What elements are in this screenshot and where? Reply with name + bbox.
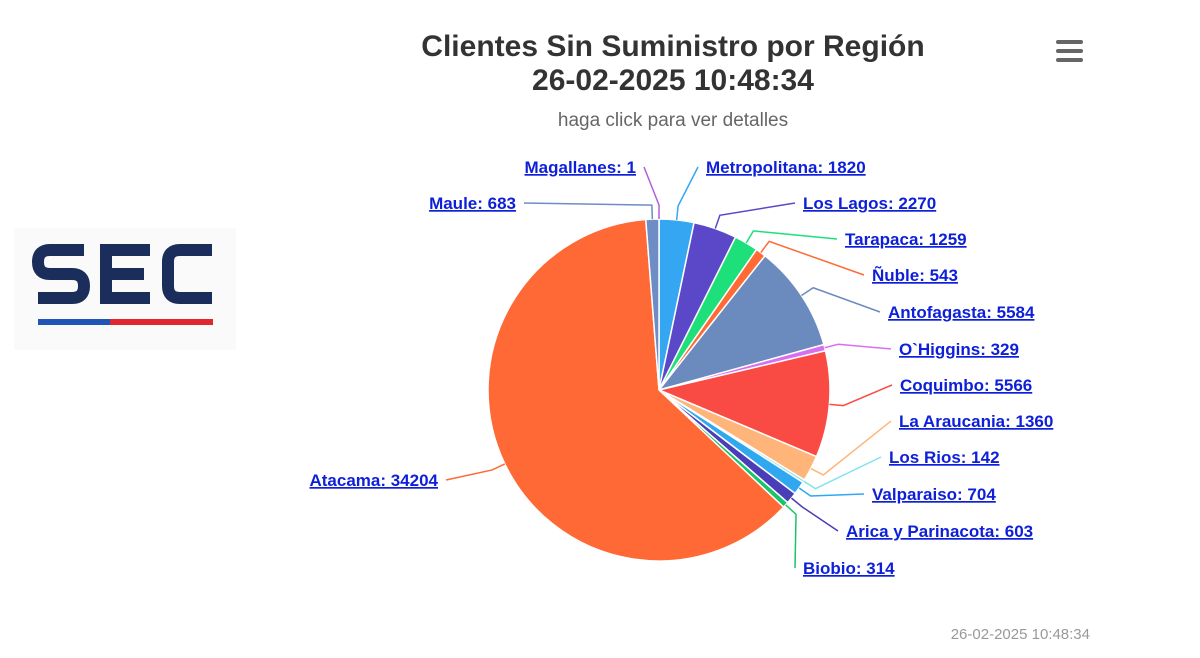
pie-connector-6: [824, 343, 892, 350]
pie-connectors: [445, 166, 893, 569]
pie-label-12[interactable]: Biobio: 314: [803, 559, 895, 578]
pie-label-10[interactable]: Valparaiso: 704: [872, 485, 996, 504]
pie-label-7[interactable]: Coquimbo: 5566: [900, 376, 1032, 395]
chart-title-line2: 26-02-2025 10:48:34: [532, 64, 814, 97]
chart-menu-button[interactable]: [1052, 36, 1088, 66]
pie-label-11[interactable]: Arica y Parinacota: 603: [846, 522, 1033, 541]
pie-connector-4: [760, 240, 865, 276]
pie-connector-9: [803, 456, 882, 490]
pie-connector-8: [810, 420, 892, 476]
hamburger-icon-bar-bottom: [1056, 58, 1083, 62]
pie-connector-10: [798, 487, 865, 497]
pie-label-5[interactable]: Antofagasta: 5584: [888, 303, 1035, 322]
pie-connector-3: [745, 230, 838, 244]
sec-logo: [14, 228, 236, 350]
pie-label-0[interactable]: Magallanes: 1: [525, 158, 637, 177]
pie-connector-0: [643, 166, 660, 220]
pie-connector-1: [675, 166, 699, 220]
pie-slice-13[interactable]: [487, 218, 785, 562]
pie-connector-12: [785, 504, 797, 569]
pie-label-8[interactable]: La Araucania: 1360: [899, 412, 1053, 431]
pie-label-13[interactable]: Atacama: 34204: [309, 471, 438, 490]
pie-slices: [487, 218, 831, 562]
hamburger-icon-bar-top: [1056, 40, 1083, 44]
pie-connector-2: [714, 202, 796, 229]
pie-labels: Magallanes: 1 Metropolitana: 1820 Los Lago…: [309, 158, 1053, 578]
pie-connector-13: [445, 463, 506, 481]
pie-label-1[interactable]: Metropolitana: 1820: [706, 158, 866, 177]
pie-label-2[interactable]: Los Lagos: 2270: [803, 194, 936, 213]
hamburger-icon-bar-middle: [1056, 49, 1083, 53]
pie-connector-5: [801, 286, 881, 313]
chart-credits-timestamp: 26-02-2025 10:48:34: [950, 626, 1090, 643]
sec-logo-graphic: [31, 244, 213, 325]
pie-label-9[interactable]: Los Rios: 142: [889, 448, 1000, 467]
pie-connector-14: [523, 202, 654, 220]
pie-label-6[interactable]: O`Higgins: 329: [899, 340, 1019, 359]
pie-label-3[interactable]: Tarapaca: 1259: [845, 230, 967, 249]
chart-title: Clientes Sin Suministro por Región 26-02…: [300, 30, 1046, 98]
chart-subtitle: haga click para ver detalles: [557, 110, 789, 131]
pie-label-4[interactable]: Ñuble: 543: [872, 265, 958, 285]
pie-connector-11: [790, 497, 839, 532]
chart-title-line1: Clientes Sin Suministro por Región: [421, 30, 925, 63]
pie-label-14[interactable]: Maule: 683: [429, 194, 516, 213]
pie-connector-7: [829, 384, 893, 407]
